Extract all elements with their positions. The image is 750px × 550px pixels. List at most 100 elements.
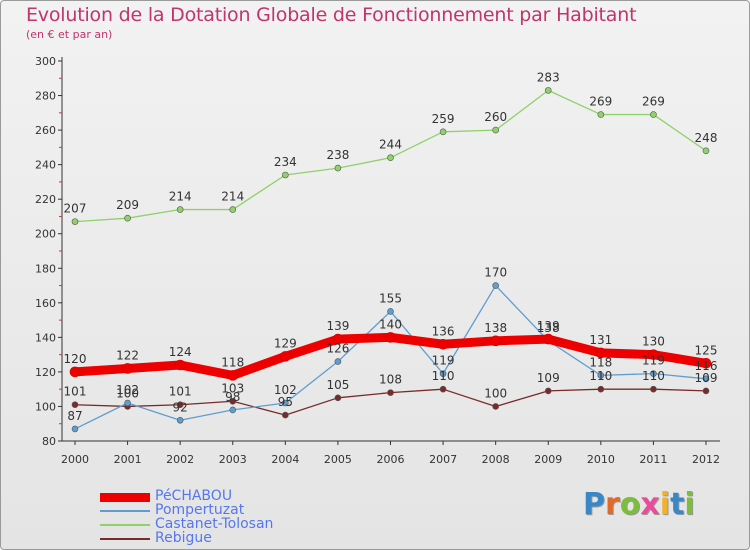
x-tick-label: 2004 — [271, 453, 299, 466]
data-point — [229, 406, 237, 414]
y-tick-label: 260 — [35, 124, 56, 137]
data-point — [490, 335, 501, 347]
x-tick-label: 2003 — [219, 453, 247, 466]
data-point — [492, 403, 499, 410]
data-label: 130 — [642, 335, 665, 349]
legend-label: Rebigue — [155, 530, 212, 546]
data-point — [334, 164, 342, 172]
data-label: 109 — [537, 371, 560, 385]
data-label: 119 — [432, 354, 455, 368]
data-label: 136 — [432, 324, 455, 338]
data-label: 155 — [379, 291, 402, 305]
data-label: 120 — [64, 352, 87, 366]
data-point — [650, 111, 657, 118]
data-label: 102 — [274, 383, 297, 397]
data-point — [122, 363, 133, 374]
data-label: 283 — [537, 70, 560, 84]
data-point — [334, 394, 342, 402]
y-tick-label: 280 — [35, 90, 56, 103]
logo-letter: o — [619, 487, 641, 522]
data-label: 109 — [695, 371, 718, 385]
logo-letter: i — [659, 487, 671, 522]
y-tick-label: 120 — [35, 366, 56, 379]
data-label: 100 — [484, 386, 507, 400]
data-label: 101 — [64, 385, 87, 399]
data-point — [387, 308, 394, 315]
data-point — [174, 359, 186, 371]
x-tick-label: 2009 — [534, 453, 562, 466]
data-label: 108 — [379, 373, 402, 387]
data-point — [334, 358, 342, 365]
data-label: 259 — [432, 112, 455, 126]
y-tick-label: 300 — [35, 55, 56, 68]
data-point — [69, 366, 81, 378]
data-label: 100 — [116, 386, 139, 400]
data-label: 234 — [274, 155, 297, 169]
data-label: 260 — [484, 110, 507, 124]
data-label: 214 — [169, 190, 192, 204]
data-label: 138 — [484, 321, 507, 335]
data-point — [648, 349, 659, 360]
data-label: 129 — [274, 336, 297, 350]
y-tick-label: 180 — [35, 262, 56, 275]
data-point — [702, 375, 710, 383]
legend-swatch — [100, 510, 150, 512]
data-label: 170 — [484, 266, 507, 280]
y-tick-label: 220 — [35, 193, 56, 206]
data-label: 140 — [379, 317, 402, 331]
data-label: 124 — [169, 345, 192, 359]
data-label: 110 — [642, 369, 665, 383]
data-point — [229, 206, 237, 213]
data-point — [282, 171, 289, 179]
data-label: 126 — [326, 342, 349, 356]
data-point — [71, 401, 79, 409]
x-tick-label: 2010 — [587, 453, 615, 466]
logo-letter: P — [583, 487, 605, 522]
legend-label: Castanet-Tolosan — [155, 516, 274, 532]
data-label: 118 — [221, 355, 244, 369]
chart-subtitle: (en € et par an) — [26, 28, 113, 41]
x-tick-label: 2007 — [429, 453, 457, 466]
proxiti-logo: Proxiti — [583, 487, 695, 522]
data-label: 105 — [326, 378, 349, 392]
data-point — [124, 214, 131, 222]
data-label: 125 — [695, 343, 718, 357]
data-point — [282, 399, 289, 407]
x-tick-label: 2011 — [639, 453, 667, 466]
y-tick-label: 80 — [42, 435, 56, 448]
y-tick-label: 240 — [35, 159, 56, 172]
data-label: 248 — [695, 131, 718, 145]
y-tick-label: 200 — [35, 228, 56, 241]
logo-letter: i — [684, 487, 695, 522]
x-tick-label: 2002 — [166, 453, 194, 466]
data-point — [544, 87, 552, 94]
data-point — [439, 385, 447, 393]
data-point — [282, 411, 289, 419]
data-label: 116 — [695, 359, 718, 373]
data-point — [229, 397, 237, 405]
data-label: 139 — [326, 319, 349, 333]
data-point — [597, 111, 605, 118]
data-label: 269 — [589, 95, 612, 109]
data-label: 103 — [221, 381, 244, 395]
x-tick-label: 2006 — [377, 453, 405, 466]
data-point — [385, 332, 396, 343]
data-point — [437, 338, 449, 350]
data-point — [176, 401, 184, 409]
data-label: 238 — [326, 148, 349, 162]
data-label: 95 — [278, 395, 293, 409]
data-point — [124, 399, 131, 407]
data-point — [280, 351, 291, 362]
x-tick-label: 2012 — [692, 453, 720, 466]
data-point — [71, 425, 79, 433]
data-point — [700, 357, 712, 369]
data-label: 138 — [537, 321, 560, 335]
legend-swatch — [100, 538, 150, 540]
data-label: 98 — [225, 390, 240, 404]
data-point — [387, 154, 394, 162]
data-point — [542, 333, 554, 345]
x-tick-label: 2008 — [482, 453, 510, 466]
data-label: 119 — [642, 354, 665, 368]
